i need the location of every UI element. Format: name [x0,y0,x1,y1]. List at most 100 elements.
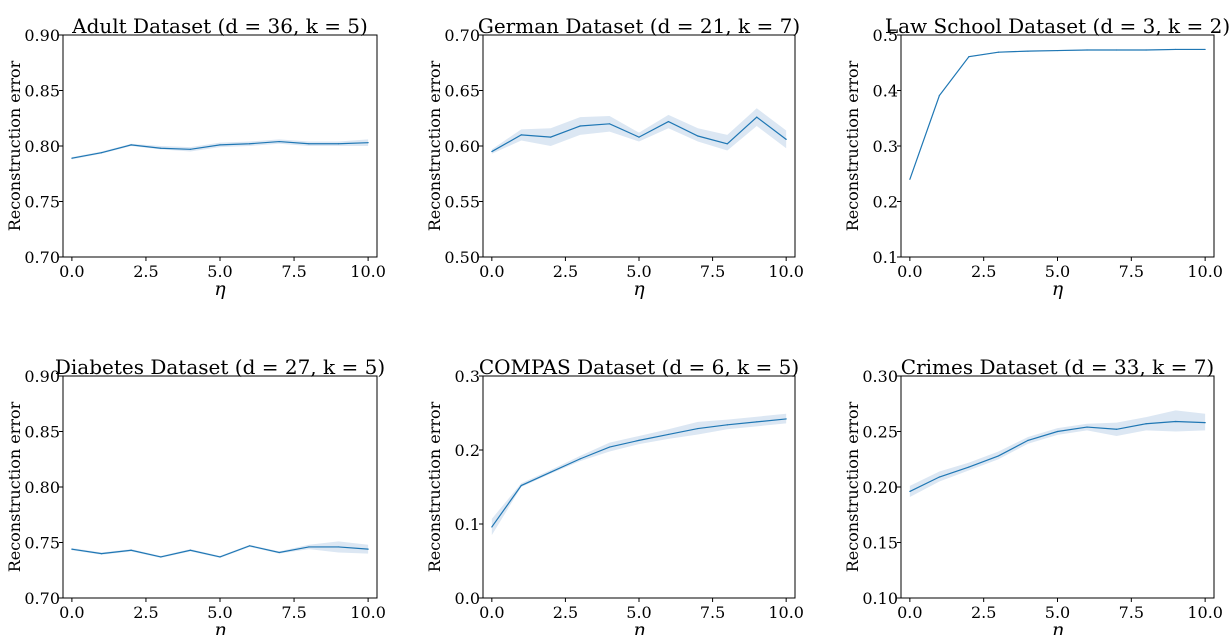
data-point [726,143,728,145]
x-tick-label: 0.0 [59,262,84,281]
y-axis-label: Reconstruction error [425,60,444,231]
y-tick-label: 0.80 [24,478,60,497]
y-tick-label: 0.0 [455,589,480,608]
data-point [1027,50,1029,52]
series-line [71,545,369,558]
data-point [308,546,310,548]
x-tick-label: 2.5 [971,603,996,622]
y-tick-label: 0.90 [24,367,60,386]
data-point [337,546,340,548]
german-dataset-panel: German Dataset (d = 21, k = 7) Reconstru… [425,14,804,300]
y-tick-label: 0.1 [873,248,898,267]
x-tick-label: 7.5 [1119,262,1144,281]
confidence-band [71,139,369,160]
data-point [785,138,787,140]
data-point [579,125,581,127]
data-point [638,439,640,441]
series-line [909,48,1206,180]
y-tick-label: 0.25 [862,423,898,442]
panel-title: COMPAS Dataset (d = 6, k = 5) [479,355,799,379]
y-axis-label: Reconstruction error [843,401,862,572]
data-point [550,136,552,138]
data-point [130,549,132,551]
y-axis-label: Reconstruction error [5,60,24,231]
data-point [1115,428,1118,430]
y-tick-label: 0.4 [873,82,898,101]
y-axis-label: Reconstruction error [843,60,862,231]
data-point [491,150,493,153]
y-tick-label: 0.70 [444,26,480,45]
y-tick-label: 0.15 [862,534,898,553]
y-tick-label: 0.90 [24,26,60,45]
data-point [520,484,522,487]
data-point [968,466,970,468]
data-point [160,556,162,558]
y-tick-label: 0.55 [444,193,480,212]
x-axis-label: η [1052,619,1064,635]
data-point [1056,49,1059,52]
y-tick-label: 0.20 [862,478,898,497]
data-point [579,458,581,460]
confidence-band [71,541,369,559]
data-point [100,152,103,154]
data-point [278,551,280,554]
x-tick-label: 10.0 [768,603,804,622]
axes-frame [62,375,378,599]
compas-dataset-panel: COMPAS Dataset (d = 6, k = 5) Reconstruc… [425,355,804,635]
data-point [308,143,310,145]
x-tick-label: 10.0 [1187,262,1223,281]
data-point [638,136,640,138]
data-point [130,144,132,146]
panel-title: Diabetes Dataset (d = 27, k = 5) [55,355,385,379]
y-tick-label: 0.3 [455,367,480,386]
axes-frame [482,34,796,258]
x-tick-label: 0.0 [479,603,504,622]
x-axis-label: η [214,619,226,635]
data-point [189,148,191,150]
data-point [249,545,251,547]
panel-title: Crimes Dataset (d = 33, k = 7) [901,355,1214,379]
diabetes-dataset-panel: Diabetes Dataset (d = 27, k = 5) Reconst… [5,355,386,635]
data-point [71,157,73,159]
data-point [160,147,162,149]
x-tick-label: 5.0 [1045,603,1070,622]
y-tick-label: 0.70 [24,248,60,267]
data-point [249,143,251,145]
y-tick-label: 0.2 [455,441,480,460]
data-point [697,427,699,430]
y-tick-label: 0.85 [24,423,60,442]
data-point [697,135,699,137]
data-point [1175,420,1177,423]
y-tick-label: 0.85 [24,82,60,101]
y-tick-label: 0.1 [455,515,480,534]
data-point [1027,439,1029,441]
law-school-dataset-panel: Law School Dataset (d = 3, k = 2) Recons… [843,14,1230,300]
data-point [909,490,911,493]
y-axis-label: Reconstruction error [425,401,444,572]
panel-title: German Dataset (d = 21, k = 7) [478,14,800,38]
data-point [1204,422,1206,424]
x-axis-label: η [1052,278,1064,300]
confidence-band [491,108,787,154]
data-point [337,143,340,145]
x-tick-label: 2.5 [553,603,578,622]
x-tick-label: 7.5 [700,262,725,281]
x-axis-label: η [633,619,645,635]
x-tick-label: 5.0 [207,262,232,281]
data-point [756,116,758,118]
x-tick-label: 5.0 [626,603,651,622]
data-point [667,433,670,436]
data-point [219,556,221,558]
data-point [520,134,522,136]
data-point [785,418,787,420]
x-tick-label: 7.5 [1119,603,1144,622]
data-point [608,446,611,448]
data-point [1086,426,1088,428]
y-tick-label: 0.30 [862,367,898,386]
y-tick-label: 0.80 [24,137,60,156]
y-tick-label: 0.2 [873,193,898,212]
x-tick-label: 10.0 [768,262,804,281]
data-point [1115,49,1118,51]
x-tick-label: 7.5 [700,603,725,622]
